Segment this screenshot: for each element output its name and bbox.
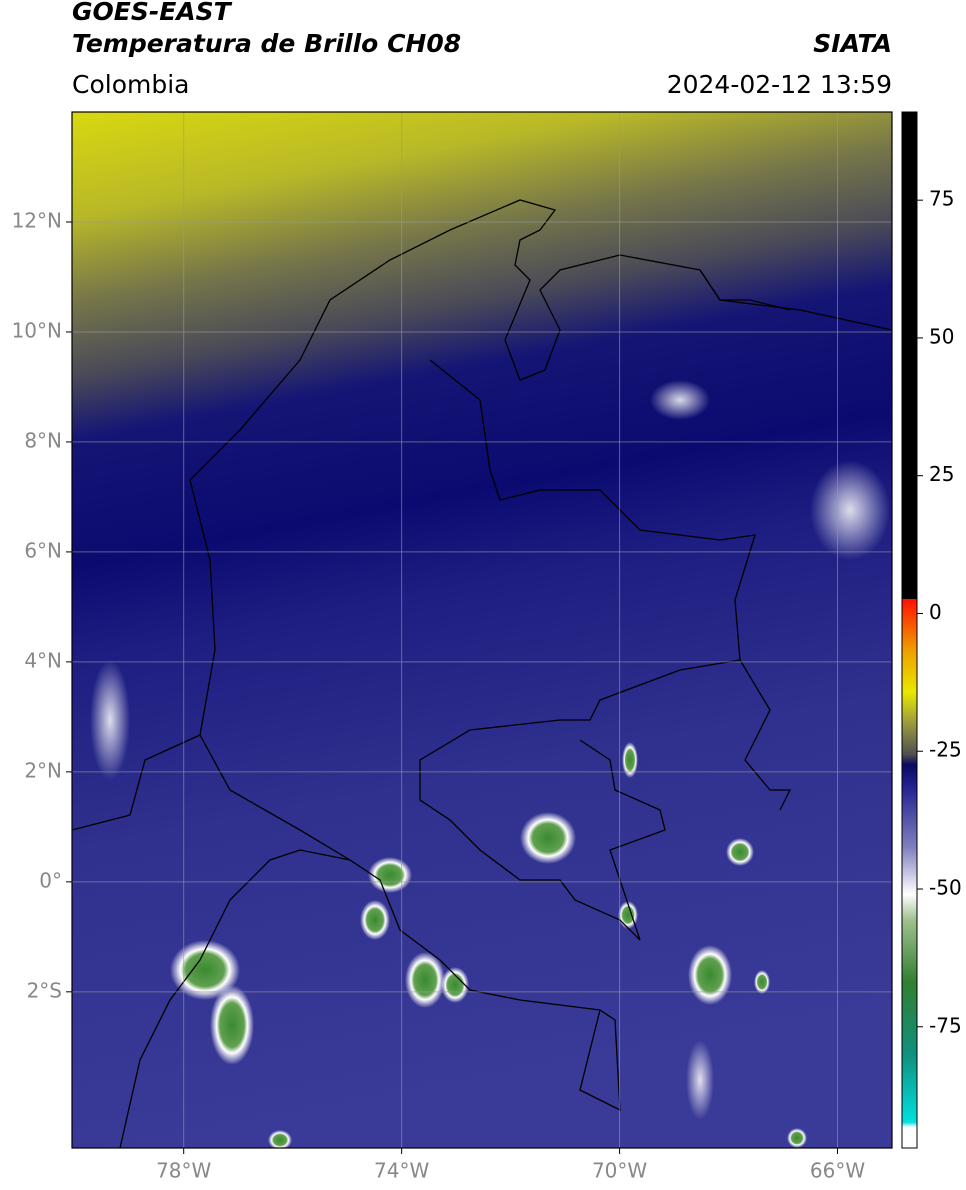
colorbar-tick-label: 75 xyxy=(929,187,954,211)
cloud xyxy=(688,945,732,1005)
colorbar-tick-label: -75 xyxy=(929,1013,962,1037)
title: GOES-EAST xyxy=(72,0,233,26)
satellite-image xyxy=(72,112,892,1148)
cloud xyxy=(520,812,576,864)
cloud xyxy=(210,985,254,1065)
source: SIATA xyxy=(813,29,892,58)
lon-tick-label: 66°W xyxy=(810,1159,865,1183)
lat-tick-label: 2°N xyxy=(24,758,62,782)
borders xyxy=(72,199,892,1148)
lat-tick-label: 12°N xyxy=(12,208,62,232)
lat-tick-label: 10°N xyxy=(12,318,62,342)
cloud xyxy=(686,1040,714,1120)
lat-tick-label: 0° xyxy=(39,868,62,892)
colorbar-tick-label: -50 xyxy=(929,876,962,900)
colorbar-tick-label: 0 xyxy=(929,600,942,624)
map-frame xyxy=(71,111,893,1149)
cloud xyxy=(441,967,469,1003)
cloud xyxy=(810,460,890,560)
subtitle: Temperatura de Brillo CH08 xyxy=(72,29,461,58)
lon-tick-label: 74°W xyxy=(374,1159,429,1183)
region: Colombia xyxy=(72,70,189,99)
datetime: 2024-02-12 13:59 xyxy=(667,70,892,99)
lat-tick-label: 4°N xyxy=(24,648,62,672)
cloud xyxy=(754,970,770,994)
cloud xyxy=(368,857,412,893)
cloud xyxy=(622,742,638,778)
cloud xyxy=(726,838,754,866)
colorbar-tick-label: 25 xyxy=(929,462,954,486)
cloud xyxy=(90,660,130,780)
colorbar-tick-label: -25 xyxy=(929,738,962,762)
cloud xyxy=(405,952,445,1008)
lon-tick-label: 78°W xyxy=(156,1159,211,1183)
colorbar xyxy=(901,111,918,1149)
lon-tick-label: 70°W xyxy=(592,1159,647,1183)
cloud xyxy=(618,901,638,929)
cloud xyxy=(787,1128,807,1148)
lat-tick-label: 2°S xyxy=(27,978,62,1002)
colorbar-tick-label: 50 xyxy=(929,324,954,348)
cloud xyxy=(170,940,240,1000)
graticule xyxy=(72,112,892,1148)
cloud xyxy=(650,380,710,420)
lat-tick-label: 6°N xyxy=(24,538,62,562)
cloud xyxy=(268,1130,292,1148)
lat-tick-label: 8°N xyxy=(24,428,62,452)
cloud xyxy=(360,900,390,940)
